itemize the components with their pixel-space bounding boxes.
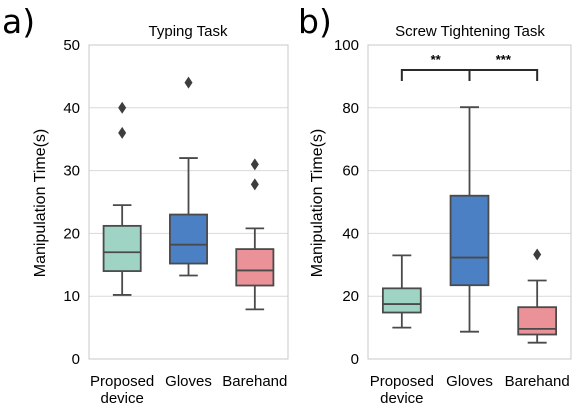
boxplot-1	[169, 76, 208, 277]
x-tick-label: Barehand	[505, 373, 570, 390]
plot-frame	[367, 44, 572, 360]
x-tick-label: Proposed	[370, 373, 434, 390]
outlier-point	[118, 101, 127, 114]
significance-label: ***	[496, 52, 512, 67]
boxplot-0	[381, 254, 422, 329]
box	[449, 194, 490, 287]
x-tick-label: Gloves	[165, 373, 212, 390]
x-tick-label: Proposed	[90, 373, 154, 390]
y-tick-labels: 0 10 20 30 40 50	[63, 37, 80, 368]
outlier-point	[250, 158, 259, 171]
x-tick-label: device	[380, 390, 423, 407]
plot-frame	[88, 44, 289, 360]
panel-letter-b: b)	[298, 2, 332, 41]
x-tick-label: Barehand	[222, 373, 287, 390]
panel-typing-task: a) Typing Task Manipulation Time(s) 0 10 2…	[2, 2, 289, 407]
outlier-point	[118, 126, 127, 139]
boxplots	[381, 106, 558, 344]
panel-letter-a: a)	[2, 2, 35, 41]
y-tick-label: 0	[72, 351, 80, 368]
y-tick-label: 40	[63, 100, 80, 117]
outlier-point	[250, 178, 259, 191]
significance-label: **	[431, 52, 442, 67]
boxplot-2	[235, 158, 275, 311]
box	[235, 248, 275, 287]
y-tick-label: 60	[342, 163, 359, 180]
y-tick-label: 30	[63, 163, 80, 180]
chart-title: Typing Task	[149, 23, 228, 40]
y-tick-label: 80	[342, 100, 359, 117]
outlier-point	[184, 76, 193, 89]
y-tick-label: 0	[351, 351, 359, 368]
boxplot-2	[517, 248, 558, 344]
significance-bracket	[400, 69, 471, 81]
y-tick-label: 50	[63, 37, 80, 54]
x-tick-label: device	[100, 390, 143, 407]
box	[517, 306, 558, 336]
box	[381, 287, 422, 314]
y-tick-label: 20	[342, 288, 359, 305]
significance-bracket	[468, 69, 539, 81]
y-tick-label: 40	[342, 225, 359, 242]
boxplots	[102, 76, 275, 311]
panel-screw-tightening-task: b) Screw Tightening Task Manipulation Ti…	[298, 2, 572, 407]
boxplot-0	[102, 101, 142, 296]
y-tick-labels: 0 20 40 60 80 100	[334, 37, 359, 368]
outlier-point	[533, 248, 542, 261]
y-tick-label: 100	[334, 37, 359, 54]
box	[102, 224, 142, 272]
y-axis-label: Manipulation Time(s)	[32, 129, 49, 278]
box	[169, 213, 208, 265]
x-tick-label: Gloves	[446, 373, 493, 390]
chart-title: Screw Tightening Task	[395, 23, 545, 40]
y-axis-label: Manipulation Time(s)	[309, 129, 326, 278]
boxplot-1	[449, 106, 490, 333]
y-tick-label: 10	[63, 288, 80, 305]
significance-brackets: ** ***	[400, 52, 539, 81]
y-tick-label: 20	[63, 225, 80, 242]
